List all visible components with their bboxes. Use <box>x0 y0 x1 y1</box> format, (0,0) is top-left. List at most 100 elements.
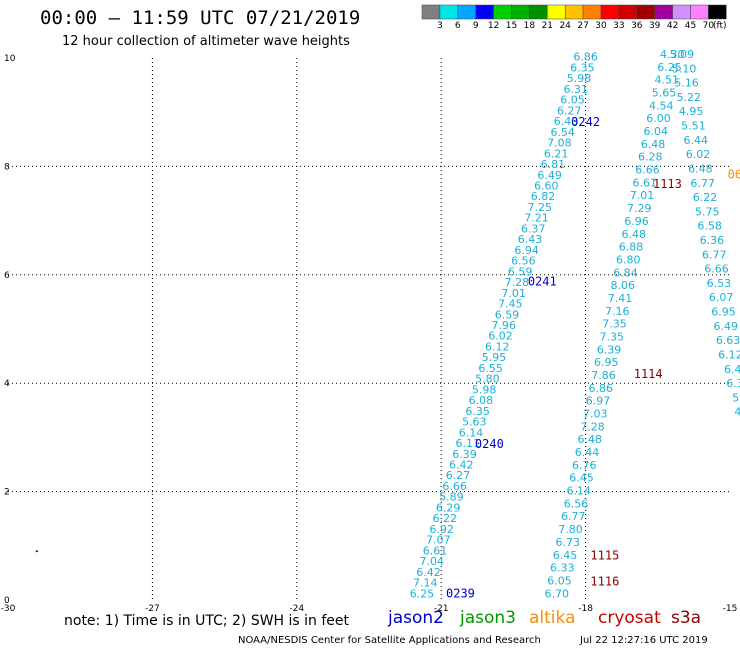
colorbar-label: 3 <box>437 21 443 31</box>
data-point: 6.76 <box>572 459 597 472</box>
colorbar-label: 21 <box>541 21 554 31</box>
data-point: 6.60 <box>534 179 559 192</box>
data-point: 6.11 <box>456 437 481 450</box>
data-point: 6.77 <box>690 177 715 190</box>
y-tick-label: 8 <box>4 162 10 172</box>
colorbar-label: 24 <box>559 21 571 31</box>
data-point: 6.58 <box>697 220 722 233</box>
data-point: 6.39 <box>597 343 622 356</box>
y-tick-label: 4 <box>4 379 10 389</box>
y-tick-label: 10 <box>4 54 16 64</box>
data-point: 7.35 <box>599 330 624 343</box>
data-point: 6.86 <box>573 51 598 64</box>
colorbar-swatch <box>511 4 530 20</box>
x-tick-label: -30 <box>1 604 16 614</box>
data-point: 7.01 <box>630 189 655 202</box>
pass-label: 1114 <box>634 367 663 381</box>
data-point: 7.28 <box>505 276 530 289</box>
colorbar-swatch <box>636 4 655 20</box>
pass-label: 1113 <box>653 177 682 191</box>
data-point: 6.77 <box>702 248 727 261</box>
colorbar-label: 15 <box>505 21 518 31</box>
data-point: 6.88 <box>619 241 644 254</box>
stray-point <box>35 550 38 553</box>
data-point: 7.86 <box>591 369 616 382</box>
colorbar-label: 39 <box>648 21 661 31</box>
data-point: 6.44 <box>683 134 708 147</box>
data-point: 6.61 <box>423 544 448 557</box>
data-point: 6.94 <box>514 244 539 257</box>
data-point: 7.29 <box>627 202 652 215</box>
data-point: 6.27 <box>446 469 471 482</box>
data-point: 6.25 <box>657 61 682 74</box>
pass-label: 0239 <box>446 586 475 600</box>
data-point: 6.49 <box>714 320 739 333</box>
data-point: 4.54 <box>649 99 674 112</box>
data-point: 7.45 <box>498 298 523 311</box>
data-point: 7.25 <box>528 201 553 214</box>
data-points: 6.257.146.427.046.617.076.926.226.295.89… <box>35 48 740 600</box>
data-point: 6.59 <box>508 265 533 278</box>
data-point: 5.65 <box>652 87 677 100</box>
colorbar-label: 33 <box>613 21 625 31</box>
data-point: 6.22 <box>693 191 718 204</box>
data-point: 6.70 <box>544 587 569 600</box>
data-point: 6.44 <box>575 446 600 459</box>
data-point: 6.43 <box>554 115 579 128</box>
chart-grid <box>8 58 730 600</box>
x-tick-label: -18 <box>578 604 593 614</box>
x-tick-label: -24 <box>289 604 304 614</box>
data-point: 7.41 <box>608 292 633 305</box>
colorbar-label: 9 <box>472 21 479 31</box>
x-tick-label: -21 <box>434 604 449 614</box>
data-point: 6.84 <box>613 266 638 279</box>
data-point: 7.28 <box>580 420 605 433</box>
footnote: note: 1) Time is in UTC; 2) SWH is in fe… <box>64 613 350 629</box>
pass-label: 0242 <box>571 115 600 129</box>
colorbar-label: 18 <box>523 21 536 31</box>
colorbar-label: 6 <box>454 21 461 31</box>
data-point: 6.04 <box>643 125 668 138</box>
data-point: 6.48 <box>577 433 602 446</box>
data-point: 6.02 <box>686 148 711 161</box>
data-point: 6.12 <box>485 340 510 353</box>
data-point: 5.63 <box>462 416 487 429</box>
page-title: 00:00 – 11:59 UTC 07/21/2019 <box>40 7 361 29</box>
data-point: 6.42 <box>449 459 474 472</box>
data-point: 6.14 <box>566 485 591 498</box>
data-point: 5.80 <box>475 373 500 386</box>
data-point: 6.48 <box>688 162 713 175</box>
data-point: 6.95 <box>594 356 619 369</box>
colorbar-swatch <box>600 4 620 20</box>
page-subtitle: 12 hour collection of altimeter wave hei… <box>62 34 350 49</box>
data-point: 6.66 <box>704 263 729 276</box>
data-point: 7.03 <box>583 408 608 421</box>
x-tick-label: -15 <box>723 604 738 614</box>
colorbar-label: 36 <box>631 21 643 31</box>
data-point: 5.95 <box>482 351 507 364</box>
data-point: 6.81 <box>541 158 566 171</box>
data-point: 6.45 <box>569 472 594 485</box>
data-point: 5. <box>732 391 740 404</box>
data-point: 6.35 <box>570 61 595 74</box>
data-point: 6.08 <box>469 394 494 407</box>
pass-labels: 0239 0240 0241 0242 1113 1114 1115 1116 06 <box>446 115 740 601</box>
data-point: 6.53 <box>707 277 732 290</box>
timestamp-text: Jul 22 12:27:16 UTC 2019 <box>580 635 708 646</box>
colorbar-label: 45 <box>684 21 697 31</box>
y-tick-label: 6 <box>4 271 10 281</box>
data-point: 6.86 <box>588 382 613 395</box>
data-point: 6.05 <box>560 94 585 107</box>
colorbar-swatch <box>421 4 441 20</box>
data-point: 6.3 <box>726 377 740 390</box>
data-point: 7.96 <box>492 319 517 332</box>
data-point: 6.80 <box>616 253 641 266</box>
data-point: 6.21 <box>544 147 569 160</box>
data-point: 6.66 <box>442 480 467 493</box>
data-point: 6.96 <box>624 215 649 228</box>
credit-text: NOAA/NESDIS Center for Satellite Applica… <box>238 635 541 646</box>
data-point: 6.54 <box>550 126 575 139</box>
pass-label: 0240 <box>475 437 504 451</box>
data-point: 6.59 <box>495 308 520 321</box>
